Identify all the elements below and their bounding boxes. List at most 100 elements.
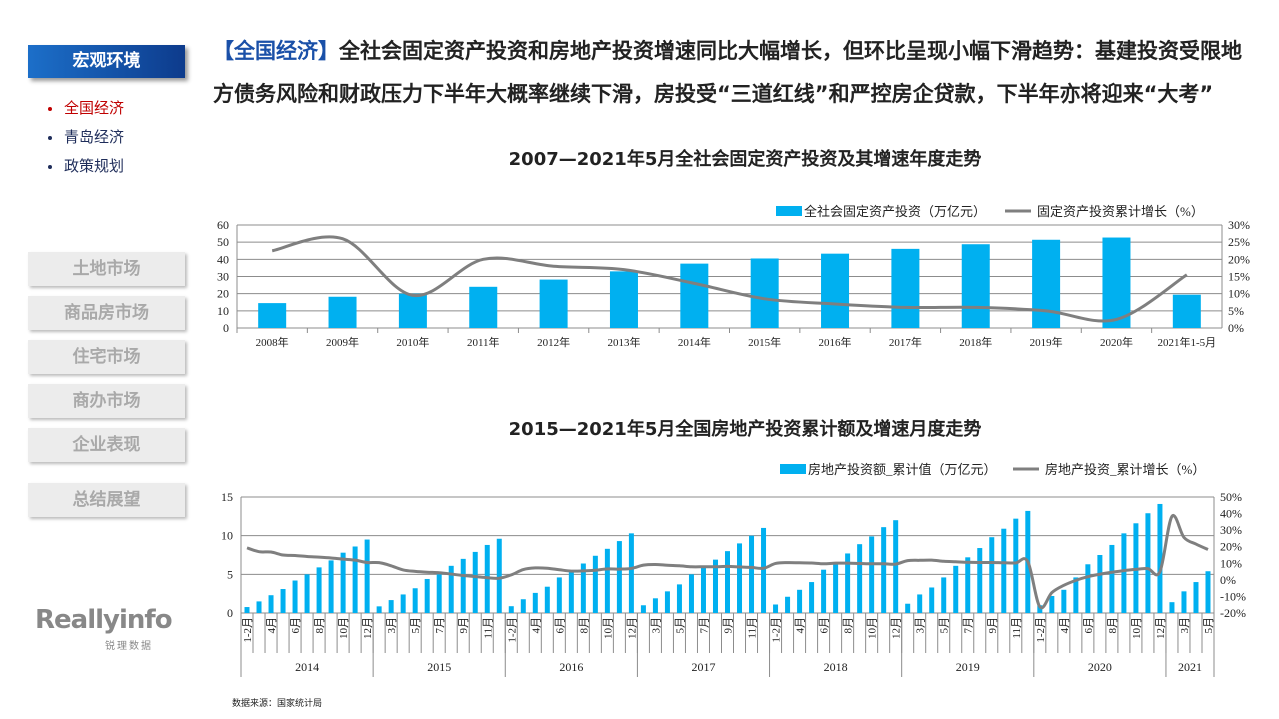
chart2-year-label: 2018	[824, 660, 848, 674]
chart2-month-label: 5月	[674, 617, 686, 634]
nav-enterprise[interactable]: 企业表现	[28, 428, 185, 462]
sidebar-subitem-national-economy[interactable]: 全国经济	[48, 97, 124, 118]
chart2-year-label: 2016	[559, 660, 583, 674]
nav-commercial-housing[interactable]: 商品房市场	[28, 296, 185, 330]
chart2-bar	[869, 536, 875, 613]
chart2-month-label: 11月	[482, 617, 494, 639]
chart2-bar	[280, 589, 286, 613]
chart2-bar	[857, 544, 863, 613]
chart2-bar	[1157, 503, 1163, 613]
chart2-year-label: 2015	[427, 660, 451, 674]
chart2-bar	[616, 541, 622, 613]
chart1-bar	[821, 253, 850, 328]
chart1-x-label: 2018年	[959, 335, 992, 349]
chart2-month-label: 10月	[602, 617, 614, 639]
chart2-year-label: 2021	[1178, 660, 1202, 674]
section-title-macro[interactable]: 宏观环境	[28, 45, 185, 78]
chart1-right-tick: 15%	[1228, 270, 1250, 284]
chart1-bar	[1172, 294, 1201, 328]
chart2-bar	[1049, 595, 1055, 613]
chart2-bar	[712, 559, 718, 613]
chart1-x-label: 2011年	[467, 335, 500, 349]
subitem-label: 全国经济	[64, 99, 125, 117]
bullet-icon	[48, 135, 52, 140]
chart2-bar	[749, 535, 755, 613]
chart1-right-tick: 30%	[1228, 218, 1250, 232]
chart2-bar	[328, 560, 334, 613]
sidebar-subitem-policy[interactable]: 政策规划	[48, 155, 124, 176]
chart2-left-tick: 15	[221, 490, 233, 504]
chart2-year-label: 2020	[1088, 660, 1112, 674]
chart1-right-tick: 10%	[1228, 287, 1250, 301]
chart2-right-tick: 10%	[1220, 556, 1242, 570]
subitem-label: 政策规划	[64, 157, 125, 175]
chart2-bar	[700, 567, 706, 613]
chart2-month-label: 3月	[386, 617, 398, 634]
chart1-right-tick: 25%	[1228, 235, 1250, 249]
chart2-bar	[340, 552, 346, 613]
chart2-month-label: 5月	[410, 617, 422, 634]
chart2-bar	[893, 520, 899, 613]
chart1-legend-line-label: 固定资产投资累计增长（%）	[1037, 204, 1204, 219]
chart1-right-tick: 0%	[1228, 321, 1244, 335]
chart1-bar	[258, 303, 287, 328]
nav-office[interactable]: 商办市场	[28, 384, 185, 418]
chart2-bar	[568, 572, 574, 613]
nav-land-market[interactable]: 土地市场	[28, 252, 185, 286]
chart2-bar	[592, 555, 598, 613]
chart2-bar	[424, 578, 430, 613]
chart2-month-label: 12月	[626, 617, 638, 639]
chart2-legend-line-label: 房地产投资_累计增长（%）	[1045, 462, 1205, 477]
chart1-x-label: 2017年	[889, 335, 922, 349]
chart2-bar	[580, 563, 586, 613]
chart2-bar	[905, 603, 911, 613]
chart2-year-label: 2014	[295, 660, 319, 674]
chart1-bar	[539, 279, 568, 328]
chart2-bar	[448, 565, 454, 613]
chart2-title: 2015—2021年5月全国房地产投资累计额及增速月度走势	[508, 419, 982, 440]
data-source: 数据来源：国家统计局	[232, 699, 323, 709]
headline-tag: 【全国经济】	[213, 39, 339, 63]
chart2-month-label: 4月	[795, 617, 807, 634]
nav-residential[interactable]: 住宅市场	[28, 340, 185, 374]
chart2-bar	[688, 574, 694, 613]
chart1-left-tick: 20	[217, 287, 229, 301]
chart2-bar	[628, 533, 634, 613]
chart2-bar	[725, 551, 730, 613]
nav-summary[interactable]: 总结展望	[28, 483, 185, 517]
chart2-month-label: 12月	[1155, 617, 1167, 639]
chart2-bar	[809, 582, 815, 613]
headline: 【全国经济】全社会固定资产投资和房地产投资增速同比大幅增长，但环比呈现小幅下滑趋…	[213, 30, 1243, 116]
chart2-month-label: 1-2月	[242, 617, 254, 643]
chart2-bar	[1205, 571, 1211, 613]
chart2-bar	[640, 605, 646, 613]
chart2-month-label: 6月	[290, 617, 302, 634]
chart2-right-tick: 40%	[1220, 507, 1242, 521]
chart2-month-label: 1-2月	[1035, 617, 1047, 643]
chart1-growth-line	[271, 235, 1188, 323]
chart2-growth-line	[246, 513, 1209, 610]
chart2-month-label: 6月	[819, 617, 831, 634]
chart2-bar	[304, 574, 310, 613]
chart2-right-tick: 50%	[1220, 490, 1242, 504]
chart2-bar	[1181, 591, 1187, 613]
reallyinfo-logo: Reallyinfo	[35, 605, 173, 635]
chart1-bar	[750, 258, 779, 328]
chart2-bar	[965, 557, 971, 613]
subitem-label: 青岛经济	[64, 128, 125, 146]
chart1-left-tick: 30	[217, 270, 229, 284]
chart2-left-tick: 5	[227, 567, 233, 581]
chart2-bar	[268, 595, 274, 613]
chart2-bar	[881, 527, 887, 613]
chart1-bar	[1032, 239, 1061, 328]
chart2-bar	[556, 577, 562, 613]
chart1-x-label: 2010年	[396, 335, 429, 349]
chart2-month-label: 3月	[650, 617, 662, 634]
chart2-bar	[1073, 577, 1079, 613]
chart1-bar	[891, 248, 920, 328]
chart2-bar	[316, 567, 322, 613]
sidebar-subitem-qingdao-economy[interactable]: 青岛经济	[48, 126, 124, 147]
chart2-bar	[652, 598, 658, 613]
chart2-bar	[1013, 518, 1019, 613]
chart1-x-label: 2013年	[607, 335, 640, 349]
